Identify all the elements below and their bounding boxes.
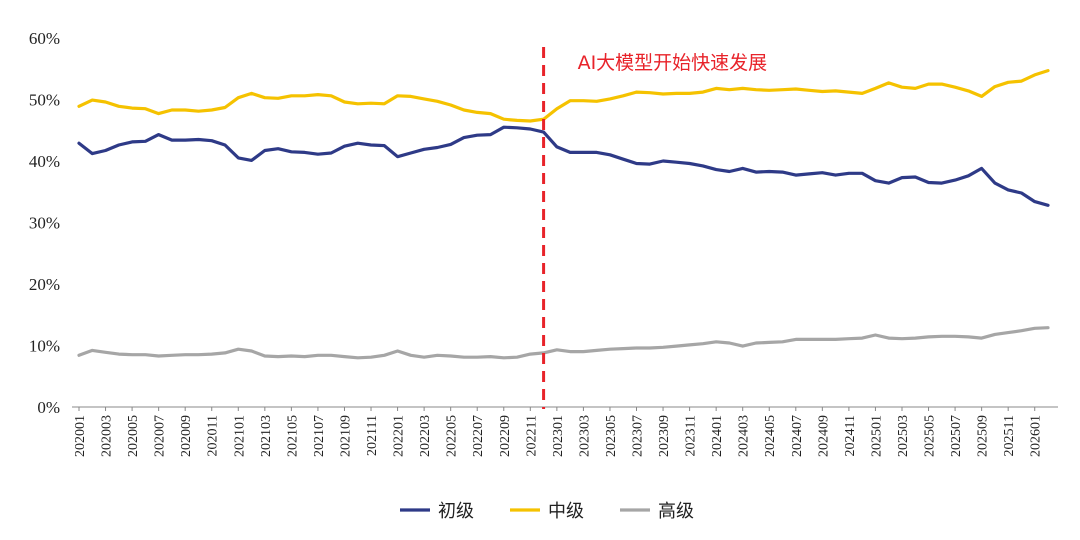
y-tick-label: 10%	[29, 337, 60, 356]
legend-label: 中级	[548, 501, 584, 522]
x-tick-label: 202105	[285, 415, 300, 457]
x-tick-label: 202311	[684, 415, 699, 456]
x-tick-label: 202309	[657, 415, 672, 457]
x-tick-label: 202411	[843, 415, 858, 456]
x-tick-label: 202501	[869, 415, 884, 457]
x-tick-label: 202207	[471, 415, 486, 457]
x-tick-label: 202007	[153, 415, 168, 457]
y-tick-label: 30%	[29, 214, 60, 233]
x-tick-label: 202001	[73, 415, 88, 457]
x-tick-label: 202205	[445, 415, 460, 457]
legend: 初级 中级 高级	[400, 501, 694, 522]
y-tick-label: 40%	[29, 152, 60, 171]
x-tick-label: 202203	[418, 415, 433, 457]
y-tick-label: 0%	[37, 398, 60, 417]
y-tick-label: 60%	[29, 29, 60, 48]
series-line-2	[77, 68, 1050, 123]
series-line-3	[77, 326, 1050, 360]
x-tick-label: 202403	[737, 415, 752, 457]
legend-label: 高级	[658, 501, 694, 522]
x-tick-label: 202303	[577, 415, 592, 457]
x-tick-label: 202503	[896, 415, 911, 457]
annotation-layer: AI大模型开始快速发展	[542, 47, 768, 409]
series-layer	[77, 68, 1050, 360]
y-axis: 0% 10% 20% 30% 40% 50% 60%	[29, 29, 60, 417]
y-tick-label: 20%	[29, 275, 60, 294]
x-tick-label: 202011	[206, 415, 221, 456]
x-tick-label: 202107	[312, 415, 327, 457]
y-tick-label: 50%	[29, 91, 60, 110]
x-tick-label: 202407	[790, 415, 805, 457]
x-tick-label: 202101	[232, 415, 247, 457]
x-tick-label: 202409	[816, 415, 831, 457]
x-tick-label: 202601	[1029, 415, 1044, 457]
x-tick-label: 202301	[551, 415, 566, 457]
x-tick-label: 202509	[976, 415, 991, 457]
x-tick-label: 202209	[498, 415, 513, 457]
x-tick-label: 202505	[923, 415, 938, 457]
x-tick-label: 202111	[365, 415, 380, 456]
x-axis: 202001 202003 202005 202007 202009 202011 2021…	[73, 407, 1044, 457]
x-tick-label: 202405	[763, 415, 778, 457]
x-tick-label: 202005	[126, 415, 141, 457]
x-tick-label: 202103	[259, 415, 274, 457]
x-tick-label: 202201	[392, 415, 407, 457]
x-tick-label: 202109	[338, 415, 353, 457]
x-tick-label: 202507	[949, 415, 964, 457]
x-tick-label: 202511	[1002, 415, 1017, 456]
x-tick-label: 202003	[100, 415, 115, 457]
x-tick-label: 202401	[710, 415, 725, 457]
x-tick-label: 202307	[631, 415, 646, 457]
annotation-text: AI大模型开始快速发展	[578, 52, 768, 74]
x-tick-label: 202305	[604, 415, 619, 457]
x-tick-label: 202009	[179, 415, 194, 457]
series-line-1	[77, 125, 1050, 207]
x-tick-label: 202211	[524, 415, 539, 456]
legend-label: 初级	[438, 501, 474, 522]
